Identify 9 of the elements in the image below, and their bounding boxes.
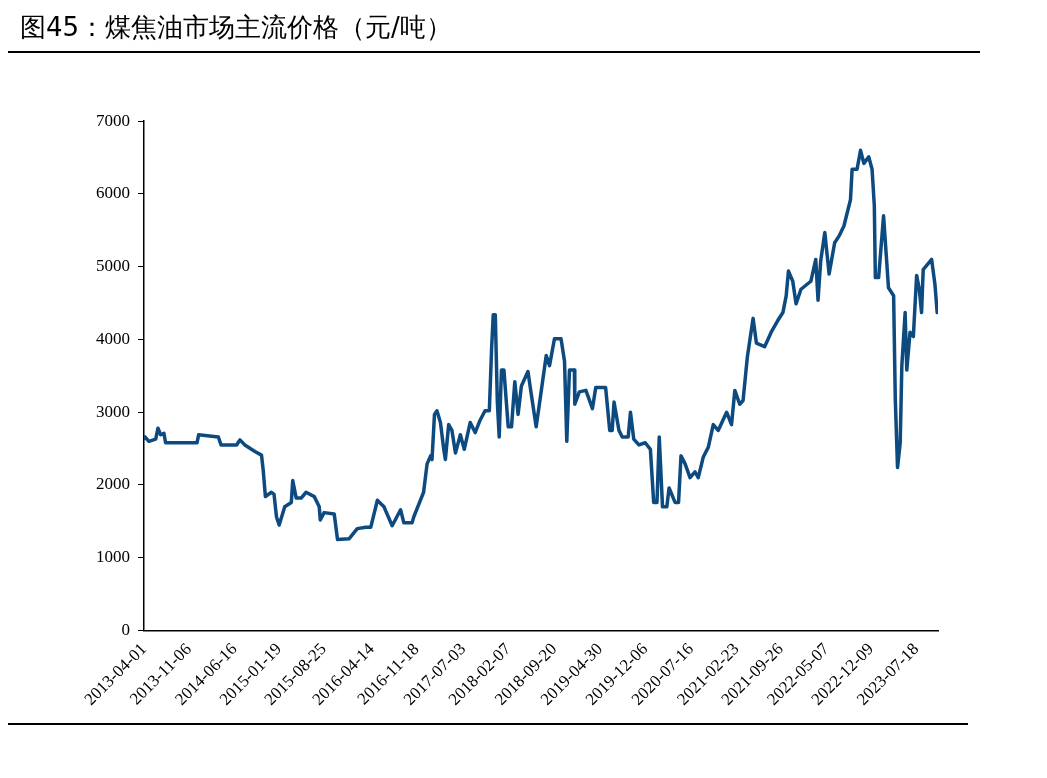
y-tick-label: 4000 — [96, 328, 130, 348]
y-tick-label: 0 — [121, 619, 130, 639]
y-tick-label: 3000 — [96, 401, 130, 421]
y-tick-label: 6000 — [96, 183, 130, 203]
y-tick-label: 1000 — [96, 547, 130, 567]
chart-title: 图45：煤焦油市场主流价格（元/吨） — [8, 8, 980, 53]
y-tick-label: 5000 — [96, 256, 130, 276]
y-tick-label: 7000 — [96, 110, 130, 130]
y-tick-label: 2000 — [96, 474, 130, 494]
